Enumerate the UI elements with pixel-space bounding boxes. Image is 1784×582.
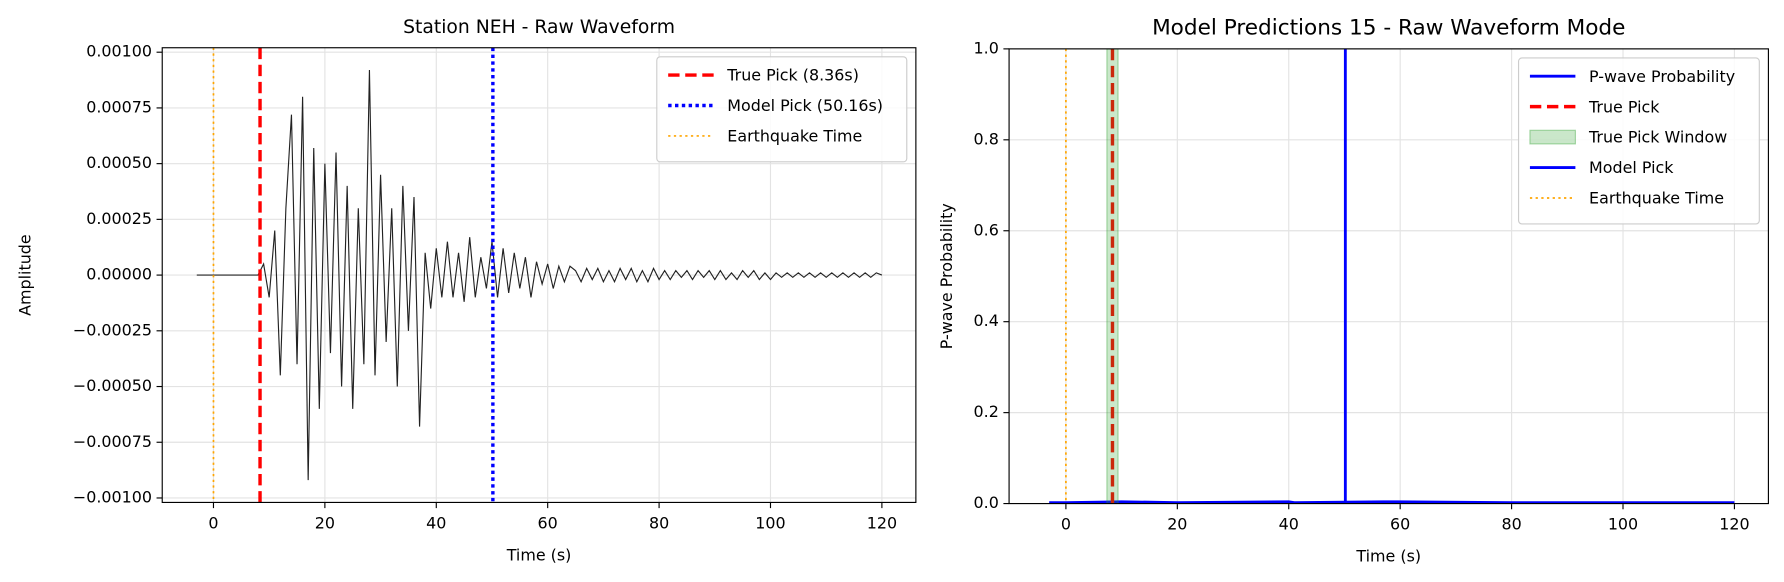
x-tick-label: 20 [1167,515,1187,534]
y-tick-label: 1.0 [974,38,999,57]
chart-title: Station NEH - Raw Waveform [403,17,675,38]
legend-swatch [1529,129,1576,145]
y-tick-label: 0.00075 [86,97,152,116]
span [1106,48,1119,504]
x-tick-label: 80 [1501,515,1521,534]
x-tick-label: 40 [426,514,446,533]
legend-label: True Pick (8.36s) [726,66,859,85]
y-tick-label: −0.00025 [73,320,152,339]
y-tick-label: 0.00100 [86,42,152,61]
x-tick-label: 100 [755,514,785,533]
legend-label: P-wave Probability [1589,67,1735,86]
axes-frame [1008,48,1769,505]
axes-frame [161,47,917,503]
x-tick-label: 100 [1608,515,1638,534]
legend-frame [1517,57,1760,225]
y-tick-label: −0.00075 [73,432,152,451]
x-tick-label: 120 [867,514,897,533]
legend: True Pick (8.36s) Model Pick (50.16s) Eart… [656,56,908,163]
data-line [1049,500,1735,504]
x-tick-label: 20 [315,514,335,533]
chart-title: Model Predictions 15 - Raw Waveform Mode [1152,15,1625,40]
x-tick-label: 60 [538,514,558,533]
x-axis-label: Time (s) [1355,546,1421,565]
x-tick-label: 60 [1390,515,1410,534]
legend-frame [656,56,908,163]
y-tick-label: −0.00050 [73,376,152,395]
legend-label: True Pick Window [1588,128,1727,147]
chart: Model Predictions 15 - Raw Waveform Mode… [937,15,1769,565]
y-tick-label: 0.0 [974,493,999,512]
legend-label: True Pick [1588,97,1660,116]
x-tick-label: 40 [1279,515,1299,534]
y-axis-label: Amplitude [15,234,34,316]
x-tick-label: 0 [1061,515,1071,534]
legend-label: Earthquake Time [727,127,862,146]
legend-label: Model Pick [1589,158,1674,177]
x-axis-label: Time (s) [506,545,572,564]
y-tick-label: 0.4 [974,311,999,330]
chart: Station NEH - Raw Waveform Time (s) Amplit… [15,17,917,564]
legend-label: Model Pick (50.16s) [727,96,883,115]
y-tick-label: −0.00100 [73,487,152,506]
y-tick-label: 0.00025 [86,209,152,228]
data-line [196,70,883,481]
y-tick-label: 0.8 [974,129,999,148]
x-tick-label: 0 [208,514,218,533]
plot-area [1049,48,1735,504]
legend-label: Earthquake Time [1589,189,1724,208]
y-tick-label: 0.00050 [86,153,152,172]
y-tick-label: 0.6 [974,220,999,239]
y-tick-label: 0.2 [974,402,999,421]
x-tick-label: 120 [1719,515,1749,534]
y-tick-label: 0.00000 [86,265,152,284]
y-axis-label: P-wave Probability [937,203,956,349]
legend: P-wave Probability True Pick True Pick Win… [1517,57,1760,225]
plot-area [196,47,883,503]
x-tick-label: 80 [649,514,669,533]
